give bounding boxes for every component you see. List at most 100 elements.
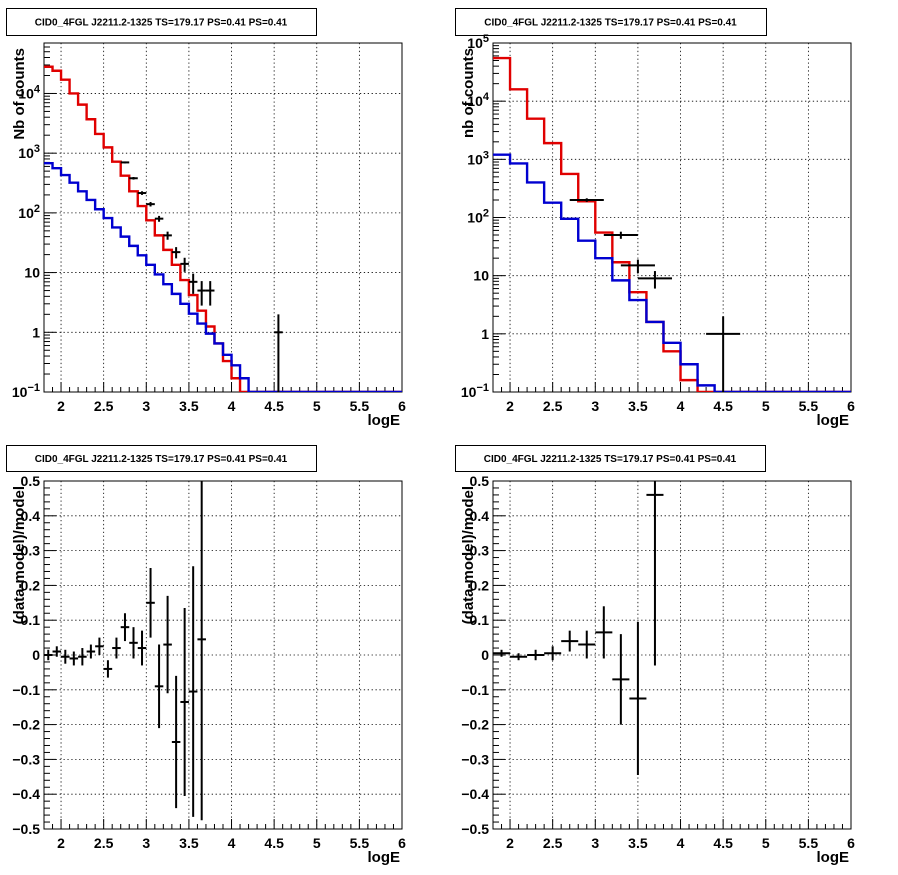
- y-tick-label-10: 0.5: [21, 473, 41, 489]
- y-axis-label: nb of counts: [460, 48, 477, 138]
- x-tick-label-2: 3: [591, 398, 599, 414]
- y-axis-label: (data-model)/model: [11, 486, 28, 624]
- x-tick-label-6: 5: [313, 835, 321, 851]
- x-tick-label-2: 3: [142, 398, 150, 414]
- y-tick-label-4: −0.1: [461, 682, 489, 698]
- chart-title: CID0_4FGL J2211.2-1325 TS=179.17 PS=0.41…: [35, 18, 288, 29]
- y-tick-label-8: 0.3: [21, 543, 41, 559]
- x-tick-label-8: 6: [398, 398, 406, 414]
- y-axis-label: (data-model)/model: [460, 486, 477, 624]
- x-tick-label-1: 2.5: [94, 835, 114, 851]
- x-tick-label-0: 2: [506, 835, 514, 851]
- x-tick-label-5: 4.5: [713, 398, 733, 414]
- y-tick-label-2: 10: [24, 265, 40, 281]
- y-tick-label-7: 0.2: [470, 577, 490, 593]
- y-tick-label-0: 10−1: [12, 382, 40, 400]
- title-box: [6, 8, 317, 36]
- x-tick-label-3: 3.5: [179, 398, 199, 414]
- y-tick-label-3: −0.2: [12, 717, 40, 733]
- y-tick-exponent: −1: [27, 382, 40, 394]
- histogram-series-1: [44, 161, 402, 392]
- x-tick-label-4: 4: [677, 835, 685, 851]
- y-tick-exponent: 4: [34, 83, 41, 95]
- x-tick-label-8: 6: [847, 398, 855, 414]
- y-tick-label-5: 0: [481, 647, 489, 663]
- panel-3: CID0_4FGL J2211.2-1325 TS=179.17 PS=0.41…: [6, 445, 406, 866]
- x-tick-label-5: 4.5: [264, 398, 284, 414]
- chart-title: CID0_4FGL J2211.2-1325 TS=179.17 PS=0.41…: [484, 454, 737, 465]
- title-box: [6, 445, 317, 472]
- chart-title: CID0_4FGL J2211.2-1325 TS=179.17 PS=0.41…: [35, 454, 288, 465]
- title-box: [455, 445, 766, 472]
- y-tick-exponent: 2: [34, 203, 40, 215]
- y-tick-label-1: −0.4: [461, 786, 489, 802]
- y-tick-label-6: 0.1: [21, 612, 41, 628]
- y-tick-label-2: 10: [473, 268, 489, 284]
- data-layer: [44, 481, 206, 821]
- histogram-series-1: [493, 153, 851, 392]
- y-tick-label-1: 1: [481, 326, 489, 342]
- x-tick-label-5: 4.5: [713, 835, 733, 851]
- y-tick-label-9: 0.4: [470, 508, 490, 524]
- y-tick-label-4: 103: [18, 143, 40, 161]
- x-axis-label: logE: [368, 412, 401, 429]
- y-tick-label-9: 0.4: [21, 508, 41, 524]
- data-layer: [44, 65, 402, 392]
- x-tick-label-0: 2: [506, 398, 514, 414]
- plot-frame: [43, 42, 403, 393]
- y-tick-label-0: 10−1: [461, 382, 489, 400]
- chart-title: CID0_4FGL J2211.2-1325 TS=179.17 PS=0.41…: [484, 18, 737, 29]
- x-tick-label-6: 5: [313, 398, 321, 414]
- data-layer: [493, 481, 664, 776]
- x-tick-label-8: 6: [398, 835, 406, 851]
- x-tick-label-0: 2: [57, 398, 65, 414]
- x-tick-label-3: 3.5: [628, 398, 648, 414]
- histogram-series-0: [493, 56, 851, 392]
- y-tick-label-3: −0.2: [461, 717, 489, 733]
- x-tick-label-4: 4: [677, 398, 685, 414]
- x-tick-label-2: 3: [591, 835, 599, 851]
- x-tick-label-1: 2.5: [543, 835, 563, 851]
- x-tick-label-7: 5.5: [350, 835, 370, 851]
- x-axis-label: logE: [817, 849, 850, 866]
- y-tick-label-1: −0.4: [12, 786, 40, 802]
- y-tick-exponent: 3: [483, 149, 489, 161]
- x-tick-label-7: 5.5: [350, 398, 370, 414]
- panel-2: CID0_4FGL J2211.2-1325 TS=179.17 PS=0.41…: [455, 8, 855, 429]
- y-tick-label-0: −0.5: [461, 821, 489, 837]
- y-axis-label: Nb of counts: [11, 48, 28, 140]
- x-tick-label-8: 6: [847, 835, 855, 851]
- y-tick-exponent: 2: [483, 208, 489, 220]
- x-tick-label-5: 4.5: [264, 835, 284, 851]
- x-tick-label-4: 4: [228, 835, 236, 851]
- x-tick-label-1: 2.5: [94, 398, 114, 414]
- y-tick-label-3: 102: [467, 208, 489, 226]
- title-box: [455, 8, 767, 36]
- y-tick-label-1: 1: [32, 324, 40, 340]
- x-tick-label-4: 4: [228, 398, 236, 414]
- x-tick-label-6: 5: [762, 398, 770, 414]
- x-tick-label-3: 3.5: [628, 835, 648, 851]
- y-tick-label-6: 0.1: [470, 612, 490, 628]
- panel-4: CID0_4FGL J2211.2-1325 TS=179.17 PS=0.41…: [455, 445, 855, 866]
- y-tick-exponent: 3: [34, 143, 40, 155]
- panel-1: CID0_4FGL J2211.2-1325 TS=179.17 PS=0.41…: [6, 8, 406, 429]
- y-tick-label-7: 0.2: [21, 577, 41, 593]
- x-tick-label-2: 3: [142, 835, 150, 851]
- y-tick-label-0: −0.5: [12, 821, 40, 837]
- y-tick-exponent: 5: [483, 33, 489, 45]
- x-axis-label: logE: [817, 412, 850, 429]
- x-tick-label-7: 5.5: [799, 398, 819, 414]
- y-tick-label-2: −0.3: [12, 751, 40, 767]
- x-tick-label-7: 5.5: [799, 835, 819, 851]
- x-axis-label: logE: [368, 849, 401, 866]
- x-tick-label-0: 2: [57, 835, 65, 851]
- y-tick-label-3: 102: [18, 203, 40, 221]
- y-tick-label-10: 0.5: [470, 473, 490, 489]
- x-tick-label-6: 5: [762, 835, 770, 851]
- y-tick-label-5: 0: [32, 647, 40, 663]
- y-tick-label-8: 0.3: [470, 543, 490, 559]
- y-tick-exponent: −1: [476, 382, 489, 394]
- data-layer: [493, 56, 851, 392]
